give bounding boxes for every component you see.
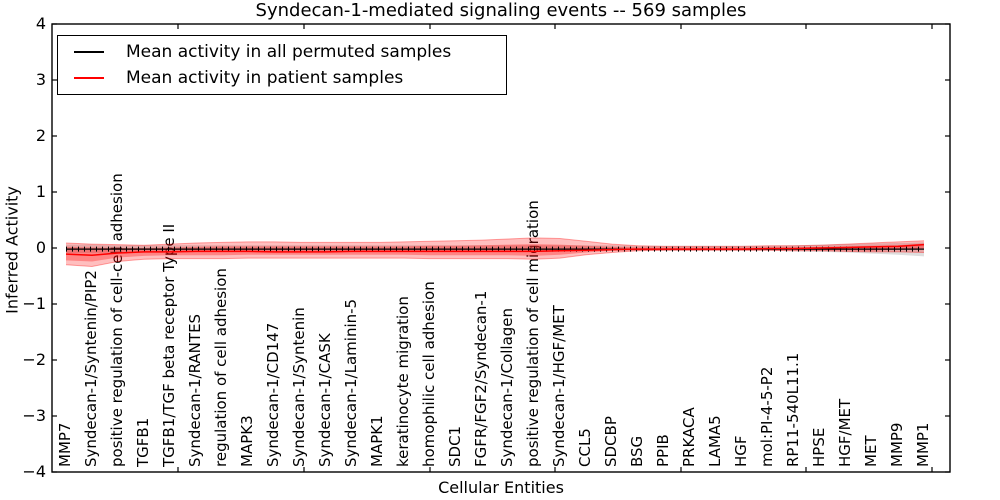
y-tick-label: 1: [35, 182, 46, 201]
x-tick-label: HGF/MET: [836, 398, 854, 467]
y-tick-label: 4: [35, 14, 46, 33]
patient-samples-spread-inner-band: [66, 243, 924, 262]
x-tick-label: Syndecan-1/Laminin-5: [342, 298, 360, 467]
x-tick-label: mol:PI-4-5-P2: [758, 366, 776, 467]
x-tick-label: MMP9: [888, 422, 906, 467]
x-tick-label: PPIB: [654, 434, 672, 467]
x-tick-label: positive regulation of cell migration: [524, 200, 542, 467]
x-tick-label: Syndecan-1/CD147: [264, 322, 282, 467]
x-tick-label: Syndecan-1/HGF/MET: [550, 305, 568, 467]
x-tick-label: SDCBP: [602, 416, 620, 467]
x-tick-label: regulation of cell adhesion: [212, 268, 230, 467]
legend-item-patient: Mean activity in patient samples: [74, 68, 506, 88]
legend-label-patient: Mean activity in patient samples: [126, 68, 404, 88]
y-tick-label: −3: [22, 406, 46, 425]
patient-line-swatch: [74, 77, 104, 79]
x-tick-label: SDC1: [446, 425, 464, 467]
x-tick-label: PRKACA: [680, 407, 698, 467]
y-tick-label: 2: [35, 126, 46, 145]
y-tick-label: 0: [35, 238, 46, 257]
y-tick-label: 3: [35, 70, 46, 89]
x-tick-label: Syndecan-1/RANTES: [186, 313, 204, 467]
x-tick-label: MAPK3: [238, 415, 256, 467]
y-tick-label: −4: [22, 462, 46, 481]
x-axis-label: Cellular Entities: [438, 478, 564, 497]
x-tick-label: homophilic cell adhesion: [420, 281, 438, 467]
permuted-samples-spread-band: [66, 242, 924, 257]
y-tick-label: −2: [22, 350, 46, 369]
x-tick-label: positive regulation of cell-cell adhesio…: [108, 173, 126, 467]
x-tick-label: HPSE: [810, 427, 828, 467]
legend-label-permuted: Mean activity in all permuted samples: [126, 42, 452, 62]
x-tick-label: Syndecan-1/CASK: [316, 333, 334, 467]
x-tick-label: MAPK1: [368, 415, 386, 467]
x-tick-label: TGFB1: [134, 417, 152, 467]
x-tick-label: BSG: [628, 435, 646, 467]
x-tick-label: FGFR/FGF2/Syndecan-1: [472, 290, 490, 467]
x-tick-label: HGF: [732, 435, 750, 467]
x-tick-label: RP11-540L11.1: [784, 352, 802, 467]
x-tick-label: MMP1: [914, 422, 932, 467]
patient-mean-line: [65, 243, 925, 257]
x-tick-label: MET: [862, 435, 880, 467]
x-tick-label: keratinocyte migration: [394, 296, 412, 467]
x-tick-label: Syndecan-1/Syntenin: [290, 307, 308, 467]
x-tick-label: LAMA5: [706, 415, 724, 467]
x-tick-label: Syndecan-1/Syntenin/PIP2: [82, 270, 100, 467]
legend-item-permuted: Mean activity in all permuted samples: [74, 42, 506, 62]
x-tick-label: CCL5: [576, 428, 594, 467]
chart-title: Syndecan-1-mediated signaling events -- …: [255, 0, 747, 21]
legend: Mean activity in all permuted samples Me…: [57, 35, 507, 95]
x-tick-label: Syndecan-1/Collagen: [498, 307, 516, 467]
x-tick-label: MMP7: [56, 422, 74, 467]
permuted-line-swatch: [74, 51, 104, 53]
x-tick-label: TGFB1/TGF beta receptor Type II: [160, 223, 178, 467]
y-tick-label: −1: [22, 294, 46, 313]
patient-samples-spread-outer-band: [66, 237, 924, 267]
